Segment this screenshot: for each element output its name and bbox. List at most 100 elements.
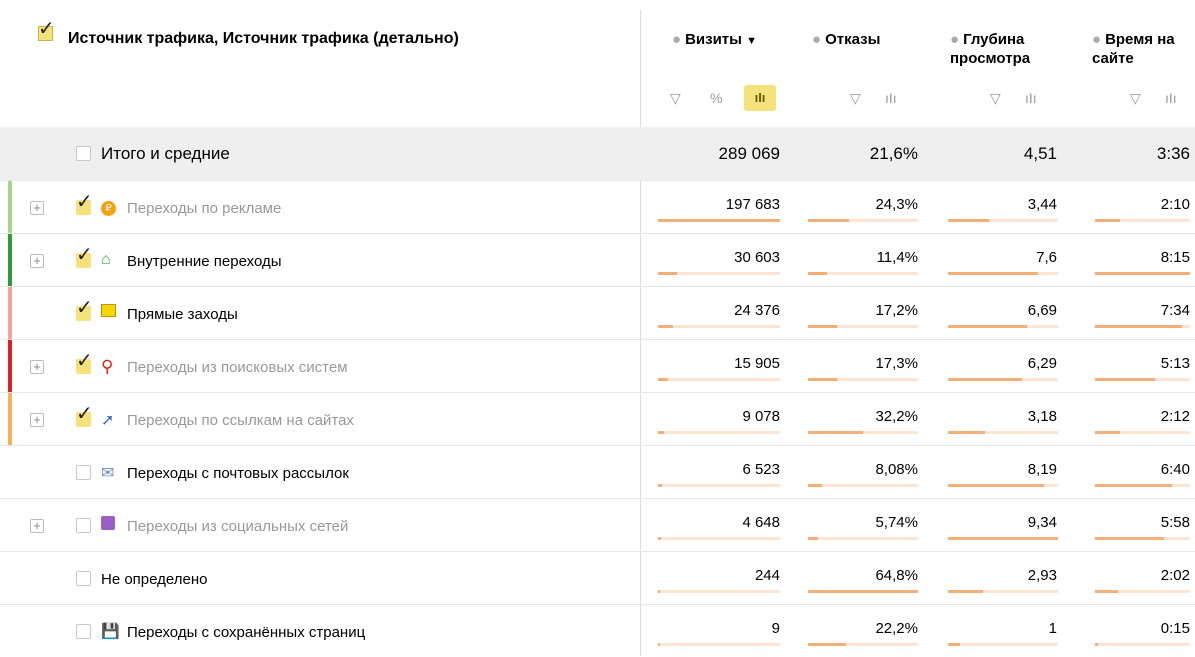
cell-value: 6,29 bbox=[1027, 355, 1057, 372]
percent-toggle[interactable]: % bbox=[710, 90, 723, 106]
filter-icon[interactable]: ▽ bbox=[670, 90, 681, 106]
bar-track bbox=[1095, 431, 1190, 434]
checkbox[interactable] bbox=[76, 146, 91, 161]
checkbox[interactable]: ✓ bbox=[76, 298, 93, 321]
source-icon bbox=[101, 516, 115, 535]
checkbox[interactable]: ✓ bbox=[76, 245, 93, 268]
table-row: + ✓ ➚ Переходы по ссылкам на сайтах 9 078 32,… bbox=[0, 392, 1195, 446]
value-bar bbox=[808, 272, 828, 275]
cell-value: 8,19 bbox=[1027, 461, 1057, 478]
cell-value: 5:13 bbox=[1160, 355, 1190, 372]
value-bar bbox=[808, 431, 863, 434]
filter-icon[interactable]: ▽ bbox=[850, 90, 861, 106]
cell-value: 5,74% bbox=[875, 514, 918, 531]
value-bar bbox=[658, 537, 661, 540]
bar-toggle[interactable]: ıIı bbox=[1025, 90, 1037, 106]
value-bar bbox=[808, 590, 918, 593]
value-bar bbox=[948, 219, 989, 222]
row-label: Переходы с сохранённых страниц bbox=[127, 624, 366, 641]
checkbox[interactable] bbox=[76, 465, 91, 480]
cell-value: 0:15 bbox=[1160, 620, 1190, 637]
value-bar bbox=[658, 272, 677, 275]
row-label: Переходы по рекламе bbox=[127, 200, 282, 217]
checkbox[interactable] bbox=[76, 571, 91, 586]
bar-toggle[interactable]: ıIı bbox=[885, 90, 897, 106]
bar-toggle[interactable]: ıIı bbox=[744, 85, 776, 111]
bar-track bbox=[808, 272, 918, 275]
bar-track bbox=[948, 219, 1058, 222]
bar-track bbox=[1095, 590, 1190, 593]
bar-track bbox=[658, 484, 780, 487]
expand-button[interactable]: + bbox=[30, 201, 44, 215]
table-row: ✉ Переходы с почтовых рассылок 6 523 8,08% 8… bbox=[0, 445, 1195, 498]
cell-value: 2:02 bbox=[1160, 567, 1190, 584]
cell-value: 24,3% bbox=[875, 196, 918, 213]
filter-icon[interactable]: ▽ bbox=[1130, 90, 1141, 106]
cell-value: 6:40 bbox=[1160, 461, 1190, 478]
bar-track bbox=[658, 378, 780, 381]
total-value: 21,6% bbox=[869, 144, 918, 163]
bar-track bbox=[808, 219, 918, 222]
column-header[interactable]: ● Отказы bbox=[812, 31, 881, 48]
value-bar bbox=[658, 431, 664, 434]
cell-value: 15 905 bbox=[734, 355, 780, 372]
cell-value: 4 648 bbox=[742, 514, 780, 531]
value-bar bbox=[1095, 219, 1120, 222]
value-bar bbox=[1095, 643, 1098, 646]
bar-track bbox=[1095, 643, 1190, 646]
divider bbox=[640, 10, 641, 656]
row-label: Переходы из поисковых систем bbox=[127, 359, 348, 376]
value-bar bbox=[658, 325, 674, 328]
expand-button[interactable]: + bbox=[30, 519, 44, 533]
cell-value: 5:58 bbox=[1160, 514, 1190, 531]
filter-icon[interactable]: ▽ bbox=[990, 90, 1001, 106]
value-bar bbox=[808, 643, 846, 646]
total-row: Итого и средние 289 069 21,6% 4,51 3:36 bbox=[0, 127, 1195, 180]
bar-toggle[interactable]: ıIı bbox=[1165, 90, 1177, 106]
expand-button[interactable]: + bbox=[30, 413, 44, 427]
cell-value: 3,44 bbox=[1027, 196, 1057, 213]
table-row: + Переходы из социальных сетей 4 648 5,74% 9… bbox=[0, 498, 1195, 551]
table-row: + ✓ ⌂ Внутренние переходы 30 603 11,4% 7,6 8:15 bbox=[0, 233, 1195, 287]
check-mark: ✓ bbox=[76, 350, 93, 372]
checkbox[interactable]: ✓ bbox=[76, 404, 93, 427]
value-bar bbox=[658, 643, 660, 646]
value-bar bbox=[658, 590, 660, 593]
value-bar bbox=[1095, 590, 1119, 593]
cell-value: 7:34 bbox=[1160, 302, 1190, 319]
column-header[interactable]: ● Визиты ▼ bbox=[672, 31, 758, 48]
row-label: Переходы из социальных сетей bbox=[127, 518, 349, 535]
sort-indicator: ▼ bbox=[746, 35, 758, 47]
header-title: Источник трафика, Источник трафика (дета… bbox=[68, 30, 459, 47]
expand-button[interactable]: + bbox=[30, 360, 44, 374]
value-bar bbox=[658, 484, 663, 487]
expand-button[interactable]: + bbox=[30, 254, 44, 268]
checkbox[interactable]: ✓ bbox=[76, 192, 93, 215]
column-header[interactable]: ● Глубина просмотра bbox=[950, 31, 1031, 67]
check-mark: ✓ bbox=[76, 297, 93, 319]
value-bar bbox=[1095, 431, 1121, 434]
cell-value: 7,6 bbox=[1036, 249, 1057, 266]
value-bar bbox=[808, 219, 850, 222]
value-bar bbox=[808, 325, 838, 328]
checkbox[interactable]: ✓ bbox=[76, 351, 93, 374]
table-row: + ✓ ⚲ Переходы из поисковых систем 15 905 17,… bbox=[0, 339, 1195, 393]
bar-track bbox=[948, 643, 1058, 646]
checkbox[interactable] bbox=[76, 518, 91, 533]
value-bar bbox=[658, 378, 668, 381]
cell-value: 197 683 bbox=[725, 196, 780, 213]
bar-track bbox=[808, 378, 918, 381]
column-header[interactable]: ● Время на сайте bbox=[1092, 31, 1175, 67]
cell-value: 11,4% bbox=[876, 249, 918, 266]
cell-value: 24 376 bbox=[734, 302, 780, 319]
table-row: Не определено 244 64,8% 2,93 2:02 bbox=[0, 551, 1195, 604]
source-icon: ✉ bbox=[101, 465, 115, 482]
bar-track bbox=[658, 272, 780, 275]
checkbox[interactable] bbox=[76, 624, 91, 639]
bar-track bbox=[658, 325, 780, 328]
source-icon bbox=[101, 304, 116, 322]
row-label: Не определено bbox=[101, 571, 208, 588]
value-bar bbox=[808, 378, 838, 381]
header-checkbox[interactable]: ✓ bbox=[38, 19, 55, 41]
value-bar bbox=[948, 272, 1038, 275]
